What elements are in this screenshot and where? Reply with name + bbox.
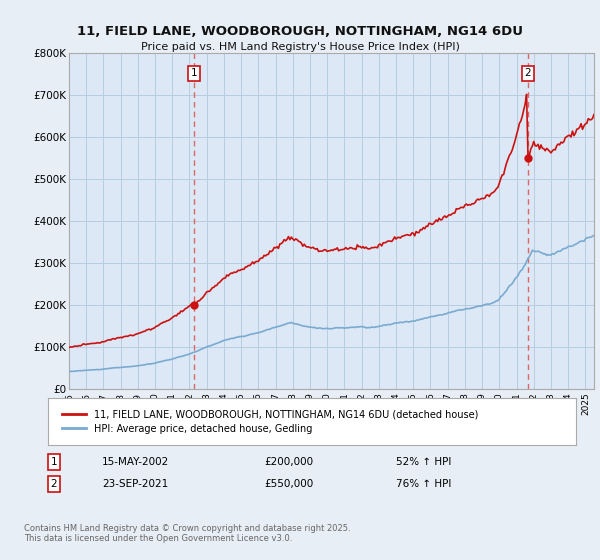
Text: 1: 1: [190, 68, 197, 78]
Text: 76% ↑ HPI: 76% ↑ HPI: [396, 479, 451, 489]
Text: 15-MAY-2002: 15-MAY-2002: [102, 457, 169, 467]
Text: 23-SEP-2021: 23-SEP-2021: [102, 479, 168, 489]
Text: £200,000: £200,000: [264, 457, 313, 467]
Text: 52% ↑ HPI: 52% ↑ HPI: [396, 457, 451, 467]
Text: 1: 1: [50, 457, 58, 467]
Text: 2: 2: [50, 479, 58, 489]
Text: £550,000: £550,000: [264, 479, 313, 489]
Text: Contains HM Land Registry data © Crown copyright and database right 2025.
This d: Contains HM Land Registry data © Crown c…: [24, 524, 350, 543]
Legend: 11, FIELD LANE, WOODBOROUGH, NOTTINGHAM, NG14 6DU (detached house), HPI: Average: 11, FIELD LANE, WOODBOROUGH, NOTTINGHAM,…: [58, 405, 482, 437]
Text: 2: 2: [525, 68, 532, 78]
Text: 11, FIELD LANE, WOODBOROUGH, NOTTINGHAM, NG14 6DU: 11, FIELD LANE, WOODBOROUGH, NOTTINGHAM,…: [77, 25, 523, 38]
Text: Price paid vs. HM Land Registry's House Price Index (HPI): Price paid vs. HM Land Registry's House …: [140, 42, 460, 52]
